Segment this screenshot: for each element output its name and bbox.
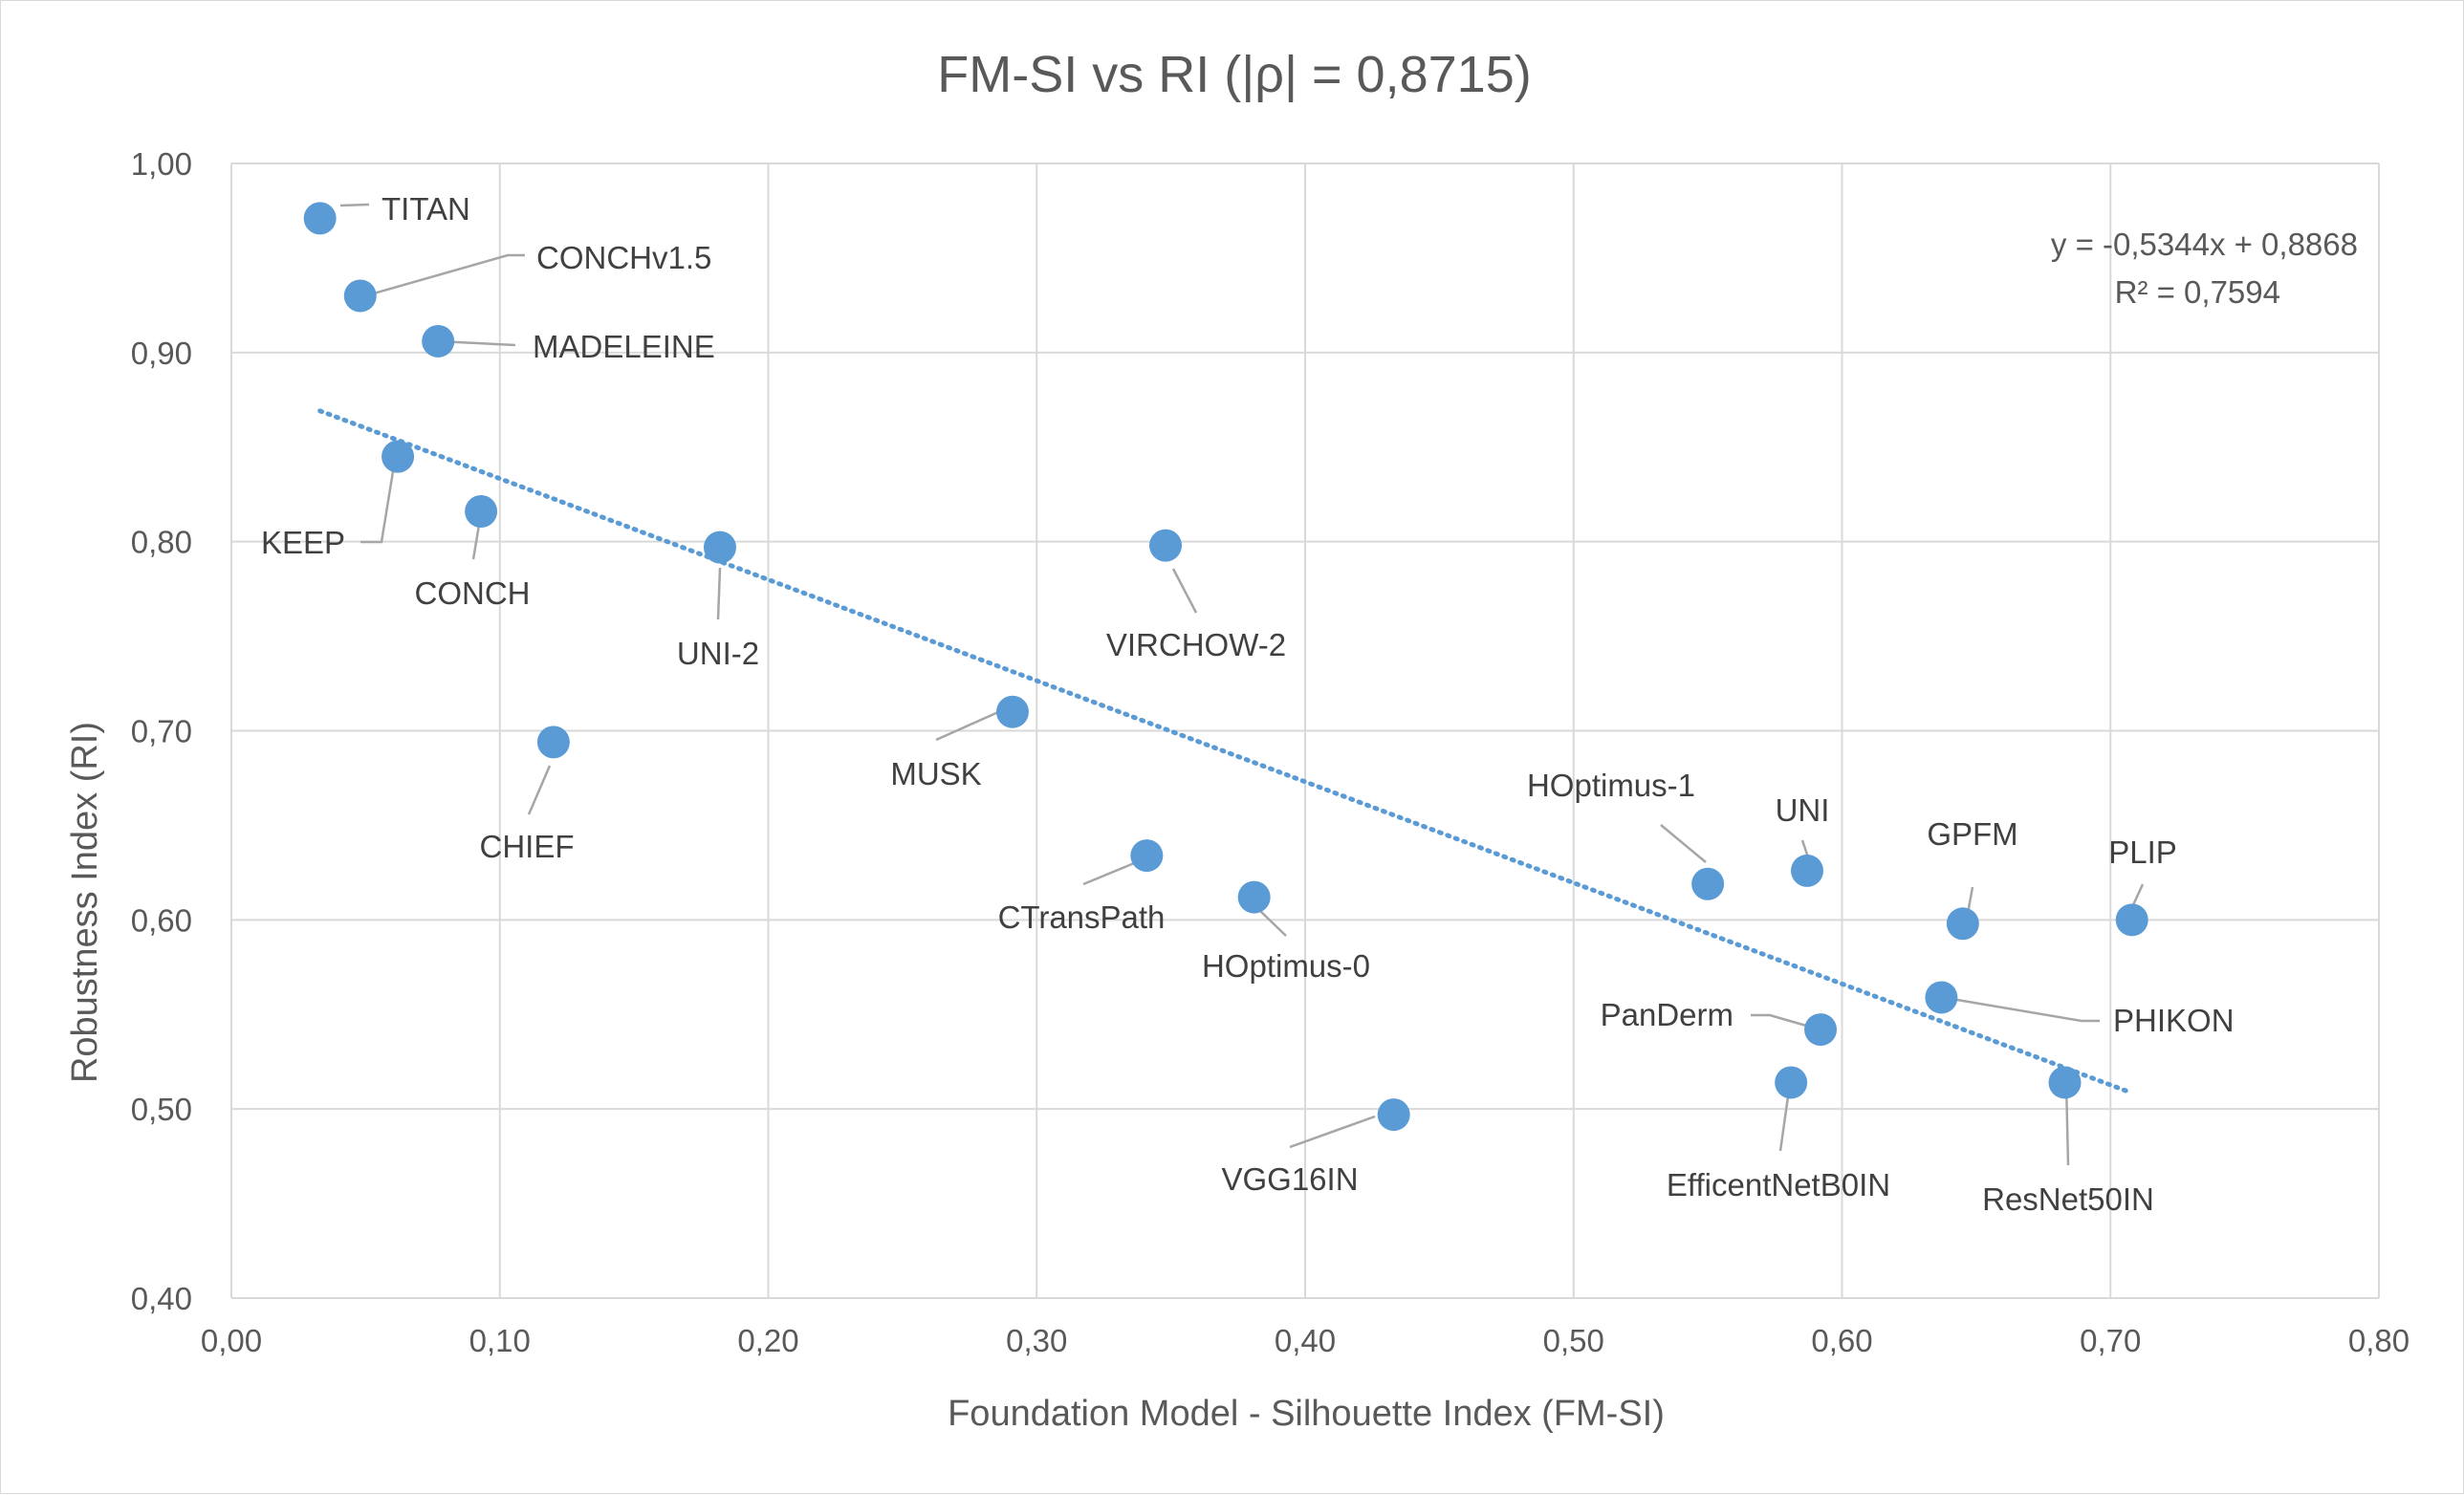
data-point — [2048, 1066, 2082, 1099]
y-tick-label: 0,80 — [131, 525, 192, 560]
point-labels: TITAN CONCHv1.5 MADELEINE KEEP CONCH UNI-2 VIR… — [261, 191, 2235, 1217]
point-label: CONCHv1.5 — [536, 240, 711, 275]
x-tick-label: 0,80 — [2348, 1323, 2409, 1358]
data-point — [1691, 867, 1725, 900]
x-tick-label: 0,60 — [1811, 1323, 1872, 1358]
y-tick-label: 0,60 — [131, 902, 192, 938]
leader-lines — [339, 203, 2145, 1166]
data-point — [303, 202, 337, 235]
data-point — [703, 531, 736, 564]
leader-line — [360, 253, 525, 299]
data-point — [1775, 1066, 1808, 1099]
leader-line — [1259, 910, 1287, 937]
data-point — [1925, 981, 1958, 1014]
data-point — [2115, 903, 2148, 937]
leader-line — [1660, 824, 1707, 863]
x-tick-label: 0,70 — [2080, 1323, 2141, 1358]
point-label: TITAN — [382, 191, 470, 227]
trendline-equation: y = -0,5344x + 0,8868 — [2051, 227, 2358, 262]
data-point — [1946, 907, 1979, 941]
data-point — [382, 440, 415, 473]
leader-line — [339, 203, 370, 207]
data-point — [1149, 529, 1183, 562]
point-label: MADELEINE — [533, 329, 715, 364]
y-tick-label: 1,00 — [131, 146, 192, 182]
data-point — [343, 279, 377, 313]
y-tick-labels: 0,40 0,50 0,60 0,70 0,80 0,90 1,00 — [131, 146, 192, 1316]
data-point — [1377, 1098, 1410, 1132]
grid-lines — [230, 162, 2380, 1299]
x-tick-label: 0,00 — [201, 1323, 262, 1358]
data-point — [465, 495, 498, 529]
leader-line — [527, 765, 552, 815]
data-points — [303, 202, 2148, 1132]
leader-line — [1082, 859, 1140, 886]
y-tick-label: 0,70 — [131, 714, 192, 749]
x-tick-label: 0,50 — [1543, 1323, 1604, 1358]
data-point — [995, 695, 1029, 728]
chart-title: FM-SI vs RI (|ρ| = 0,8715) — [937, 46, 1531, 103]
point-label: VIRCHOW-2 — [1106, 627, 1286, 662]
leader-line — [716, 567, 722, 620]
leader-line — [1751, 1013, 1814, 1029]
data-point — [1237, 880, 1271, 914]
data-point — [1130, 839, 1164, 873]
data-point — [1804, 1013, 1838, 1047]
point-label: HOptimus-0 — [1202, 948, 1370, 984]
x-tick-label: 0,40 — [1275, 1323, 1336, 1358]
y-axis-title: Robustness Index (RI) — [65, 722, 105, 1083]
trendline-r-squared: R² = 0,7594 — [2115, 274, 2280, 310]
data-point — [1791, 854, 1824, 887]
point-label: CONCH — [415, 575, 531, 611]
leader-line — [935, 706, 1008, 742]
point-label: UNI — [1776, 792, 1830, 828]
point-label: CHIEF — [480, 829, 575, 864]
leader-line — [2130, 883, 2145, 908]
point-label: PanDerm — [1601, 997, 1734, 1032]
point-label: CTransPath — [998, 899, 1166, 935]
point-label: GPFM — [1927, 816, 2017, 852]
y-tick-label: 0,40 — [131, 1281, 192, 1316]
x-tick-label: 0,30 — [1006, 1323, 1067, 1358]
leader-line — [360, 459, 397, 544]
point-label: PLIP — [2108, 834, 2177, 870]
trendline — [317, 408, 2135, 1095]
x-tick-label: 0,10 — [469, 1323, 531, 1358]
point-label: HOptimus-1 — [1527, 768, 1695, 803]
x-tick-label: 0,20 — [737, 1323, 798, 1358]
point-label: KEEP — [261, 525, 345, 560]
y-tick-label: 0,50 — [131, 1092, 192, 1127]
x-tick-labels: 0,00 0,10 0,20 0,30 0,40 0,50 0,60 0,70 0,80 — [201, 1323, 2409, 1358]
data-point — [536, 726, 570, 759]
point-label: ResNet50IN — [1982, 1181, 2154, 1217]
leader-line — [1289, 1115, 1376, 1149]
point-label: UNI-2 — [677, 636, 759, 671]
point-label: EfficentNetB0IN — [1667, 1167, 1890, 1202]
point-label: MUSK — [890, 756, 981, 791]
data-point — [422, 324, 455, 358]
point-label: VGG16IN — [1221, 1161, 1358, 1197]
y-tick-label: 0,90 — [131, 336, 192, 371]
point-label: PHIKON — [2113, 1003, 2235, 1038]
x-axis-title: Foundation Model - Silhouette Index (FM-… — [948, 1394, 1665, 1434]
leader-line — [1945, 996, 2100, 1023]
trendline-group — [317, 408, 2135, 1095]
leader-line — [1171, 568, 1198, 614]
